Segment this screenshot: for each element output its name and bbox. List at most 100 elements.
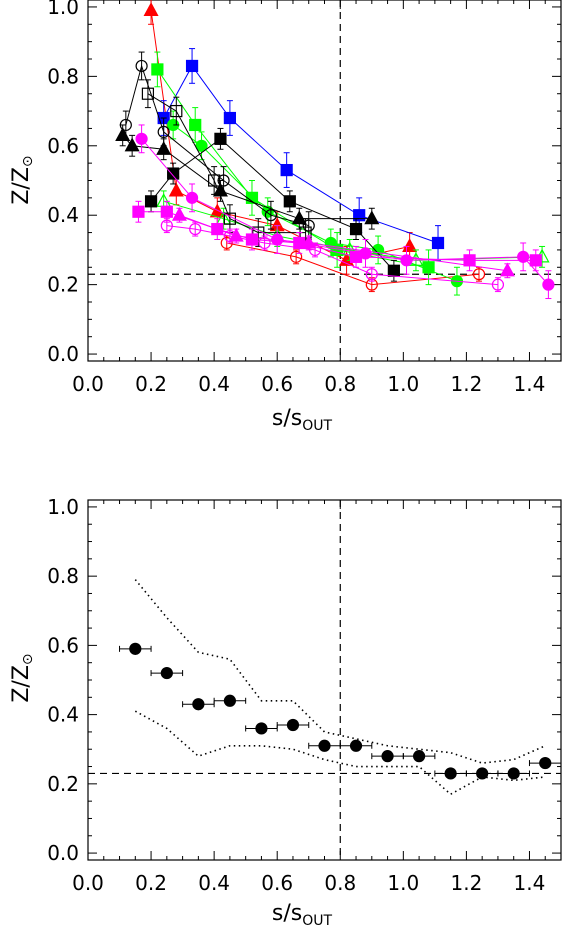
top-x-tick-label: 1.4 (514, 372, 546, 396)
top-x-tick-label: 0.0 (72, 372, 104, 396)
top-data-point-square (529, 254, 542, 267)
top-y-tick-label: 1.0 (47, 0, 79, 19)
top-series-line (147, 93, 306, 234)
top-data-point-triangle (171, 206, 187, 221)
bottom-x-tick-label: 0.4 (198, 871, 230, 895)
top-data-point-square (214, 132, 227, 145)
bottom-data-point-circle (129, 642, 142, 655)
top-y-axis-symbol: ⊙ (20, 155, 36, 167)
top-data-point-square (387, 264, 400, 277)
top-data-point-circle (302, 219, 315, 232)
top-plot-frame (87, 0, 562, 362)
bottom-x-tick-label: 0.8 (324, 871, 356, 895)
top-data-point-triangle (168, 182, 184, 197)
top-data-point-triangle (143, 2, 159, 17)
top-series-13 (160, 218, 505, 293)
top-x-tick-label: 1.2 (450, 372, 482, 396)
top-data-point-square (463, 254, 476, 267)
top-data-point-circle (472, 268, 486, 281)
top-series-0 (143, 0, 418, 275)
top-series-line (226, 242, 480, 286)
top-data-point-square (170, 104, 183, 118)
top-x-axis-title: s/sOUT (272, 406, 333, 434)
bottom-y-tick-label: 0.0 (47, 841, 79, 865)
top-data-point-circle (217, 174, 230, 187)
top-x-tick-label: 1.0 (387, 372, 419, 396)
top-data-point-triangle (364, 210, 380, 225)
top-data-point-triangle (156, 140, 172, 155)
bottom-data-point-circle (192, 698, 205, 711)
top-data-point-triangle (499, 262, 515, 277)
bottom-x-axis-subscript: OUT (302, 913, 332, 929)
bottom-y-tick-label: 0.8 (47, 564, 79, 588)
top-data-point-circle (258, 236, 271, 250)
bottom-y-axis-title: Z/Z⊙ (9, 653, 36, 702)
bottom-series-clip (119, 642, 561, 780)
bottom-data-point-circle (413, 750, 426, 763)
bottom-x-tick-label: 0.2 (135, 871, 167, 895)
bottom-axis-ticks: 0.0 0.2 0.4 0.6 0.8 1.0 1.2 1.4 0.0 0.2 0.4 0.6 0.8 1… (47, 495, 561, 895)
bottom-y-tick-label: 1.0 (47, 495, 79, 519)
top-data-point-square (132, 205, 145, 218)
top-y-tick-label: 0.0 (47, 342, 79, 366)
top-data-point-circle (517, 250, 530, 263)
top-y-tick-label: 0.6 (47, 134, 79, 158)
bottom-x-tick-label: 0.0 (72, 871, 104, 895)
top-data-point-triangle (216, 210, 232, 225)
bottom-x-tick-label: 1.2 (450, 871, 482, 895)
top-data-point-circle (160, 219, 173, 232)
top-data-point-circle (365, 268, 378, 281)
top-data-point-triangle (291, 210, 307, 225)
svg-text:Z/Z⊙: Z/Z⊙ (9, 155, 36, 204)
bottom-x-axis-title: s/sOUT (272, 901, 333, 929)
bottom-y-tick-label: 0.2 (47, 772, 79, 796)
top-data-point-triangle (124, 137, 140, 152)
top-data-point-circle (195, 139, 208, 152)
top-series-3 (151, 51, 435, 286)
top-data-point-circle (135, 59, 148, 73)
bottom-data-point-circle (160, 666, 173, 680)
top-series-line (138, 211, 536, 261)
top-data-point-circle (157, 125, 170, 139)
bottom-y-axis-symbol: ⊙ (20, 653, 36, 665)
bottom-data-point-circle (318, 739, 331, 752)
bottom-data-series (119, 642, 561, 780)
top-series-line (156, 69, 429, 268)
top-axis-ticks: 0.0 0.2 0.4 0.6 0.8 1.0 1.2 1.4 0.0 0.2 0.4 0.6 0.8 1… (47, 0, 561, 396)
bottom-series-0 (119, 642, 561, 780)
top-data-point-circle (189, 222, 202, 236)
bottom-panel: 0.0 0.2 0.4 0.6 0.8 1.0 1.2 1.4 0.0 0.2 0.4 0.6 0.8 1… (9, 495, 562, 929)
top-y-axis-label: Z/Z (9, 167, 34, 205)
top-data-series (115, 0, 555, 300)
top-data-point-square (223, 111, 236, 125)
top-data-point-square (431, 236, 445, 250)
top-data-point-circle (491, 278, 505, 291)
bottom-x-axis-label: s/s (272, 901, 302, 926)
bottom-data-point-circle (476, 767, 489, 780)
top-data-point-square (185, 59, 199, 73)
top-data-point-circle (308, 243, 322, 257)
top-data-point-square (167, 167, 180, 180)
top-data-point-square (144, 195, 158, 208)
top-series-4 (167, 110, 464, 296)
top-data-point-square (151, 63, 164, 76)
bottom-data-point-circle (349, 739, 363, 752)
bottom-x-tick-label: 1.4 (514, 871, 546, 895)
top-data-point-circle (400, 254, 413, 267)
top-data-point-square (349, 250, 363, 263)
top-x-axis-subscript: OUT (302, 418, 332, 434)
bottom-y-axis-label: Z/Z (9, 665, 34, 703)
bottom-plot-frame (87, 499, 562, 861)
top-series-clip (115, 0, 555, 300)
top-series-12 (171, 206, 515, 279)
top-data-point-circle (223, 229, 236, 243)
bottom-data-point-circle (255, 722, 268, 735)
bottom-x-tick-label: 1.0 (387, 871, 419, 895)
top-data-point-circle (119, 118, 132, 132)
bottom-y-tick-label: 0.4 (47, 703, 79, 727)
bottom-x-tick-label: 0.6 (261, 871, 293, 895)
top-data-point-square (208, 174, 221, 187)
top-series-line (179, 214, 508, 272)
top-data-point-square (189, 118, 202, 132)
